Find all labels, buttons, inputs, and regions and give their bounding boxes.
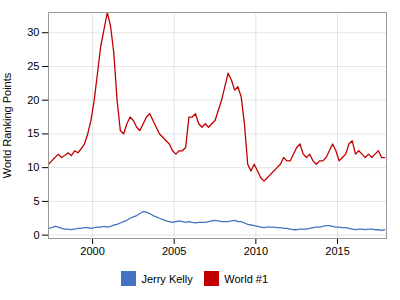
svg-text:30: 30 bbox=[27, 26, 39, 38]
svg-text:2015: 2015 bbox=[325, 245, 349, 257]
svg-text:10: 10 bbox=[27, 161, 39, 173]
svg-text:2000: 2000 bbox=[80, 245, 104, 257]
svg-text:20: 20 bbox=[27, 94, 39, 106]
html-text:Jerry Kelly: Jerry Kelly bbox=[141, 272, 193, 285]
svg-text:25: 25 bbox=[27, 60, 39, 72]
svg-text:2010: 2010 bbox=[244, 245, 268, 257]
svg-text:5: 5 bbox=[33, 195, 39, 207]
html-text:World #1: World #1 bbox=[224, 272, 269, 285]
svg-text:0: 0 bbox=[33, 229, 39, 241]
svg-text:2005: 2005 bbox=[162, 245, 186, 257]
svg-text:15: 15 bbox=[27, 127, 39, 139]
svg-text:World Ranking Points: World Ranking Points bbox=[1, 72, 13, 178]
